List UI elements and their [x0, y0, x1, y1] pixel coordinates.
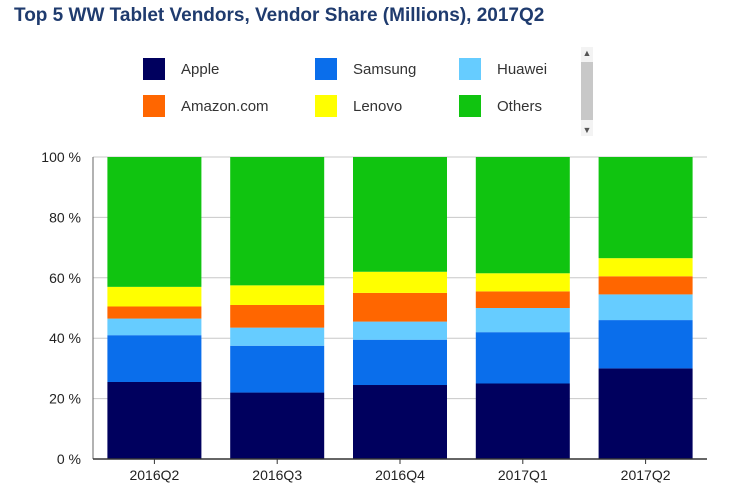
legend-scrollbar[interactable]: ▲ ▼	[581, 47, 593, 136]
bar-lenovo-2017q1[interactable]	[475, 273, 570, 292]
legend-label-lenovo: Lenovo	[353, 97, 403, 115]
bar-others-2017q1[interactable]	[475, 157, 570, 274]
y-tick-label: 40 %	[49, 330, 81, 346]
bar-amazon-com-2017q1[interactable]	[475, 291, 570, 308]
legend-item-samsung[interactable]: Samsung	[315, 58, 416, 80]
y-tick-label: 0 %	[57, 451, 81, 467]
bar-apple-2017q2[interactable]	[598, 368, 693, 459]
bar-amazon-com-2016q3[interactable]	[230, 304, 325, 328]
y-tick-label: 60 %	[49, 270, 81, 286]
chart-title: Top 5 WW Tablet Vendors, Vendor Share (M…	[14, 5, 545, 26]
bar-amazon-com-2016q4[interactable]	[353, 292, 447, 322]
legend-swatch-lenovo	[315, 95, 337, 117]
bar-apple-2016q4[interactable]	[353, 385, 447, 459]
bar-others-2016q3[interactable]	[230, 157, 325, 286]
bar-samsung-2016q2[interactable]	[107, 335, 202, 382]
legend-swatch-others	[459, 95, 481, 117]
x-tick-label: 2017Q1	[498, 467, 548, 483]
y-tick-label: 20 %	[49, 391, 81, 407]
bar-lenovo-2016q4[interactable]	[353, 271, 447, 293]
bar-samsung-2017q2[interactable]	[598, 320, 693, 369]
bar-huawei-2017q2[interactable]	[598, 294, 693, 321]
bar-lenovo-2016q2[interactable]	[107, 286, 202, 307]
bar-series	[107, 157, 693, 460]
chevron-down-icon[interactable]: ▼	[582, 125, 592, 135]
bar-apple-2016q2[interactable]	[107, 381, 202, 459]
axes: 0 % 20 % 40 % 60 % 80 % 100 % 2016Q2 2016Q3 2016…	[41, 149, 707, 483]
bar-others-2016q2[interactable]	[107, 157, 202, 287]
legend-label-others: Others	[497, 97, 543, 115]
legend-swatch-amazon-com	[143, 95, 165, 117]
bar-huawei-2016q3[interactable]	[230, 327, 325, 346]
legend-swatch-huawei	[459, 58, 481, 80]
legend-label-apple: Apple	[181, 60, 220, 78]
x-tick-label: 2016Q4	[375, 467, 425, 483]
bar-apple-2017q1[interactable]	[475, 383, 570, 460]
bar-lenovo-2017q2[interactable]	[598, 258, 693, 277]
legend-item-apple[interactable]: Apple	[143, 58, 219, 80]
chevron-up-icon[interactable]: ▲	[582, 48, 592, 58]
legend-swatch-apple	[143, 58, 165, 80]
legend-item-lenovo[interactable]: Lenovo	[315, 95, 402, 117]
bar-amazon-com-2016q2[interactable]	[107, 306, 202, 319]
bar-lenovo-2016q3[interactable]	[230, 285, 325, 305]
bar-huawei-2016q4[interactable]	[353, 321, 447, 340]
x-tick-label: 2016Q3	[252, 467, 302, 483]
x-tick-label: 2017Q2	[621, 467, 671, 483]
legend-item-others[interactable]: Others	[459, 95, 542, 117]
bar-samsung-2016q4[interactable]	[353, 339, 447, 386]
x-tick-label: 2016Q2	[129, 467, 179, 483]
legend-label-huawei: Huawei	[497, 60, 548, 78]
legend-label-samsung: Samsung	[353, 60, 417, 78]
bar-apple-2016q3[interactable]	[230, 392, 325, 459]
bar-huawei-2016q2[interactable]	[107, 318, 202, 336]
legend-item-huawei[interactable]: Huawei	[459, 58, 547, 80]
chart-legend: Apple Samsung Huawei Amazon.com Lenovo Others	[143, 52, 583, 136]
legend-item-amazon-com[interactable]: Amazon.com	[143, 95, 269, 117]
bar-others-2017q2[interactable]	[598, 157, 693, 259]
y-tick-label: 100 %	[41, 149, 81, 165]
bar-amazon-com-2017q2[interactable]	[598, 276, 693, 295]
legend-swatch-samsung	[315, 58, 337, 80]
bar-huawei-2017q1[interactable]	[475, 308, 570, 333]
scrollbar-thumb[interactable]	[581, 62, 593, 120]
y-tick-label: 80 %	[49, 209, 81, 225]
bar-samsung-2016q3[interactable]	[230, 345, 325, 393]
bar-samsung-2017q1[interactable]	[475, 332, 570, 384]
bar-others-2016q4[interactable]	[353, 157, 447, 272]
legend-label-amazon-com: Amazon.com	[181, 97, 269, 115]
